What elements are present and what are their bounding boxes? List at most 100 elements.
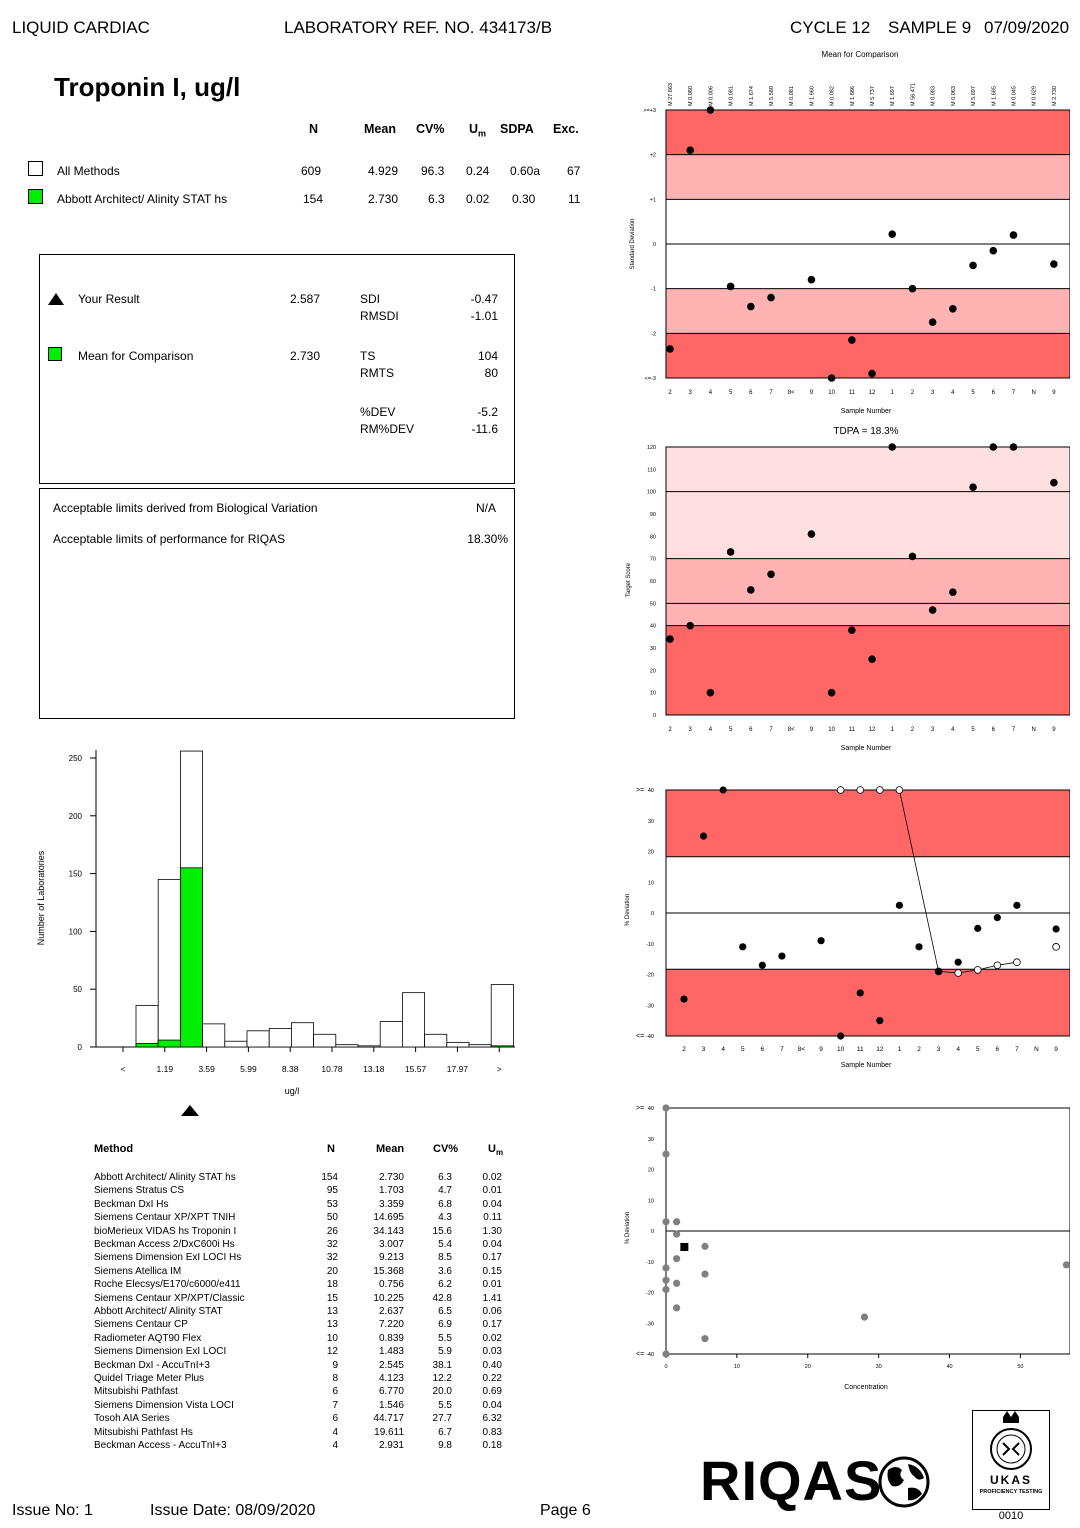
stats-cell: 4.929 <box>368 164 399 178</box>
stats-row-label: All Methods <box>57 164 120 178</box>
method-cell: 6.770 <box>378 1386 404 1398</box>
method-cell: 4.3 <box>438 1212 452 1224</box>
dev-point <box>915 943 923 951</box>
ytick-label: 120 <box>647 445 656 451</box>
method-cell: 6.2 <box>438 1279 452 1291</box>
stats-cell: 6.3 <box>428 192 445 206</box>
method-cell: Mitsubishi Pathfast Hs <box>94 1426 193 1438</box>
stats-header-n: N <box>309 122 319 136</box>
mean-label: M 1.686 <box>850 86 856 106</box>
method-row: Roche Elecsys/E170/c6000/e411 18 0.756 6.2 0… <box>94 1279 514 1292</box>
xtick-label: 2 <box>682 1046 686 1053</box>
xtick-label: 5 <box>729 727 733 733</box>
histogram-bar-all <box>268 1028 292 1048</box>
method-cell: 6 <box>332 1413 338 1425</box>
running-mean-point <box>836 786 845 794</box>
xtick-label: 5 <box>976 1046 980 1053</box>
method-cell: 1.703 <box>378 1185 404 1197</box>
method-row: Tosoh AIA Series 6 44.717 27.7 6.32 <box>94 1413 514 1426</box>
ts-point <box>969 483 977 491</box>
method-cell: 9.213 <box>378 1252 404 1264</box>
rmts-label: RMTS <box>360 366 394 380</box>
stats-cell: 154 <box>303 192 324 206</box>
rmsdi-value: -1.01 <box>470 309 498 323</box>
conc-point <box>662 1285 670 1294</box>
histogram-ytick-label: 150 <box>69 870 83 879</box>
xtick-label: 9 <box>810 390 814 396</box>
stats-header-um: Um <box>469 122 487 139</box>
plot-frame <box>665 1107 1070 1355</box>
histogram-bar-all <box>446 1041 470 1048</box>
cycle: CYCLE 12 <box>790 18 871 37</box>
sdi-point <box>726 282 735 291</box>
rmsdi-label: RMSDI <box>360 309 399 323</box>
method-cell: 0.17 <box>482 1319 502 1331</box>
conc-point <box>701 1242 709 1250</box>
xtick-label: 3 <box>689 727 693 733</box>
conc-point <box>701 1335 709 1343</box>
method-cell: 8.5 <box>438 1252 452 1264</box>
ukas-badge: UKAS PROFICIENCY TESTING <box>972 1410 1050 1510</box>
ytick-label: -30 <box>646 1003 654 1009</box>
chart-title: TDPA = 18.3% <box>833 426 898 437</box>
method-cell: Beckman Access - AccuTnI+3 <box>94 1440 227 1451</box>
method-cell: 5.5 <box>438 1332 452 1344</box>
xtick-label: N <box>1034 1046 1039 1053</box>
xtick-label: 10 <box>837 1046 845 1053</box>
all-methods-swatch <box>28 161 43 176</box>
your-result-value: 2.587 <box>290 292 321 306</box>
sdi-point <box>1050 260 1058 268</box>
mean-label: M 0.081 <box>729 86 735 106</box>
method-cell: 4.123 <box>378 1373 404 1384</box>
ytick-label: 70 <box>650 557 656 563</box>
xtick-label: 9 <box>1054 1046 1058 1053</box>
ts-point <box>908 552 917 561</box>
ytick-label: 50 <box>650 601 656 607</box>
xtick-label: N <box>1032 727 1036 733</box>
method-cell: 14.695 <box>373 1212 404 1224</box>
mean-label: M 0.080 <box>688 86 694 106</box>
mean-label: M 0.081 <box>789 86 795 106</box>
conc-point <box>662 1276 670 1284</box>
limit-band <box>666 790 1070 857</box>
method-row: Siemens Dimension Vista LOCI 7 1.546 5.5 0.0… <box>94 1400 514 1413</box>
globe-icon <box>878 1456 930 1508</box>
histogram-xlabel: ug/l <box>285 1086 300 1096</box>
xtick-label: 40 <box>946 1364 952 1370</box>
histogram-bar-all <box>424 1033 448 1048</box>
ytick-label: 40 <box>650 624 656 630</box>
xtick-label: 1 <box>891 390 895 396</box>
method-cell: 20.0 <box>432 1386 452 1398</box>
running-mean-point <box>1052 943 1060 951</box>
method-header-mean: Mean <box>376 1143 405 1155</box>
ytick-label: 20 <box>648 850 654 856</box>
dev-point <box>1013 901 1021 909</box>
conc-point <box>673 1255 681 1263</box>
method-cell: 15.6 <box>432 1225 452 1237</box>
mean-label: M 5.697 <box>971 86 977 106</box>
ytick-label: 40 <box>648 788 654 794</box>
ytick-label: -40 <box>646 1352 654 1358</box>
ukas-number: 0010 <box>998 1510 1024 1522</box>
method-cell: 3.359 <box>378 1198 404 1210</box>
sdi-point <box>807 275 816 284</box>
perf-limits-label: Acceptable limits of performance for RIQ… <box>53 532 286 546</box>
running-mean-point <box>954 969 962 977</box>
ts-point <box>868 655 876 663</box>
method-cell: 0.18 <box>482 1440 502 1451</box>
ytick-label: -2 <box>651 331 656 337</box>
method-cell: 44.717 <box>373 1413 404 1425</box>
mean-label: M 0.045 <box>1011 86 1017 106</box>
method-cell: 0.06 <box>482 1306 502 1317</box>
riqas-logo-text: RIQAS <box>700 1449 883 1512</box>
bio-limits-value: N/A <box>475 501 496 515</box>
histogram-bar-all <box>246 1030 270 1048</box>
xtick-label: 3 <box>931 390 935 396</box>
xtick-label: 8< <box>788 727 795 733</box>
method-row: Siemens Atellica IM 20 15.368 3.6 0.15 <box>94 1266 514 1279</box>
method-cell: 6.5 <box>438 1306 452 1317</box>
method-cell: 5.4 <box>438 1239 452 1250</box>
histogram-xtick-label: 13.18 <box>363 1064 385 1074</box>
stats-cell: 0.30 <box>512 192 536 206</box>
method-cell: 6.9 <box>438 1319 452 1331</box>
